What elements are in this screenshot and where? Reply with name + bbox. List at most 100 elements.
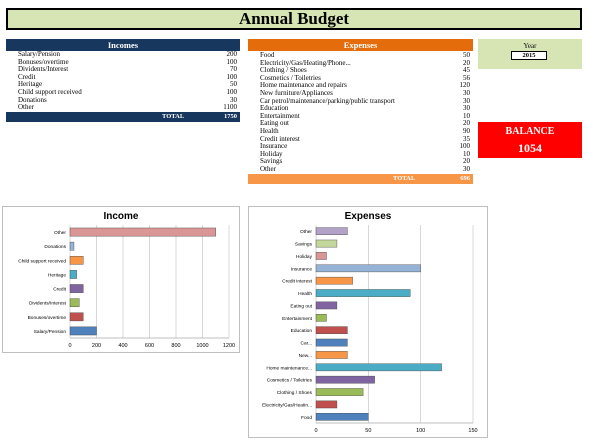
incomes-row-value[interactable]: 200 — [226, 50, 238, 58]
x-tick-label: 100 — [416, 428, 425, 434]
expenses-row: Clothing / Shoes 45 — [248, 67, 473, 75]
expenses-row-value[interactable]: 100 — [459, 142, 471, 151]
bar-donations[interactable] — [69, 241, 75, 251]
bar-education[interactable] — [315, 326, 348, 334]
expenses-total-label: TOTAL — [393, 174, 416, 182]
y-category-label: Heritage — [48, 272, 66, 278]
expenses-row-label: Holiday — [260, 149, 283, 158]
expenses-row-value[interactable]: 20 — [463, 58, 470, 67]
incomes-total-row: TOTAL 1750 — [6, 111, 240, 122]
x-tick-label: 150 — [468, 428, 477, 434]
expenses-total-row: TOTAL 696 — [248, 173, 473, 184]
x-tick-label: 200 — [92, 343, 101, 349]
y-category-label: Credit interest — [282, 279, 313, 285]
bar-food[interactable] — [315, 413, 369, 421]
balance-box: BALANCE 1054 — [478, 122, 582, 158]
expenses-row: Savings 20 — [248, 158, 473, 166]
income-chart[interactable]: Income 0 200 400 600 800 1000 1200 Salary/Pensio… — [2, 206, 240, 353]
year-label: Year — [523, 42, 537, 50]
expenses-row-value[interactable]: 30 — [463, 96, 470, 105]
y-category-label: Holiday — [296, 254, 313, 260]
y-category-label: Insurance — [291, 266, 312, 272]
expenses-header: Expenses — [248, 39, 473, 51]
bar-home-maintenance[interactable] — [315, 363, 442, 372]
bar-holiday[interactable] — [315, 252, 327, 260]
year-input[interactable]: 2015 — [511, 51, 547, 60]
expenses-row-value[interactable]: 30 — [463, 104, 470, 113]
bar-new[interactable] — [315, 351, 348, 359]
expenses-row-label: Electricity/Gas/Heating/Phone... — [260, 58, 351, 67]
expenses-rows: Food 50 Electricity/Gas/Heating/Phone... 20… — [248, 51, 473, 174]
bar-other[interactable] — [69, 227, 216, 237]
incomes-row-value[interactable]: 70 — [230, 65, 237, 74]
incomes-row-value[interactable]: 30 — [230, 95, 237, 104]
expenses-row: Holiday 10 — [248, 149, 473, 159]
bar-heritage[interactable] — [69, 270, 77, 279]
expenses-row-label: Health — [260, 126, 279, 135]
x-tick-label: 800 — [171, 343, 180, 349]
expenses-row-label: Entertainment — [260, 111, 300, 120]
incomes-row: Dividents/Interest 70 — [6, 66, 240, 74]
expenses-row-value[interactable]: 30 — [463, 88, 470, 97]
incomes-row-value[interactable]: 100 — [226, 72, 238, 81]
expenses-row-value[interactable]: 50 — [463, 51, 470, 59]
expenses-row: Health 90 — [248, 126, 473, 136]
y-category-label: Eating out — [290, 303, 312, 309]
expenses-row-value[interactable]: 10 — [463, 111, 470, 120]
expenses-row: Food 50 — [248, 51, 473, 60]
incomes-row-value[interactable]: 100 — [226, 57, 238, 66]
bar-car[interactable] — [315, 338, 348, 347]
incomes-row-value[interactable]: 1100 — [223, 103, 237, 112]
bar-bonuses-overtime[interactable] — [69, 312, 84, 322]
expenses-row-value[interactable]: 10 — [463, 149, 470, 158]
bar-salary-pension[interactable] — [69, 326, 97, 336]
bar-insurance[interactable] — [315, 264, 421, 273]
y-category-label: Food — [301, 415, 312, 421]
bar-electricity-gas-heatin[interactable] — [315, 400, 338, 409]
incomes-row: Bonuses/overtime 100 — [6, 57, 240, 67]
bar-credit-interest[interactable] — [315, 276, 353, 285]
incomes-row-value[interactable]: 50 — [230, 80, 237, 89]
expenses-row-value[interactable]: 30 — [463, 164, 470, 173]
x-tick-label: 50 — [365, 428, 371, 434]
expenses-row-value[interactable]: 120 — [459, 81, 471, 90]
bar-dividents-interest[interactable] — [69, 298, 80, 307]
bar-credit[interactable] — [69, 284, 84, 293]
y-category-label: Other — [300, 229, 312, 235]
incomes-row: Credit 100 — [6, 72, 240, 82]
expenses-row: Education 30 — [248, 105, 473, 113]
expenses-chart[interactable]: Expenses 0 50 100 150 Food Electricity/Gas/Hea… — [248, 206, 488, 438]
expenses-row-value[interactable]: 20 — [463, 157, 470, 166]
bar-child-support-received[interactable] — [69, 256, 84, 265]
y-category-label: Salary/Pension — [34, 329, 67, 335]
expenses-row-value[interactable]: 56 — [463, 73, 470, 82]
incomes-row: Donations 30 — [6, 95, 240, 105]
bar-savings[interactable] — [315, 239, 338, 248]
incomes-row-label: Dividents/Interest — [18, 65, 69, 74]
expenses-row-label: Cosmetics / Toiletries — [260, 73, 321, 82]
y-category-label: Electricity/Gas/Heatin... — [262, 402, 312, 408]
expenses-chart-svg: Expenses 0 50 100 150 Food Electricity/Gas/Hea… — [262, 211, 477, 434]
bar-other[interactable] — [315, 227, 348, 235]
bar-eating-out[interactable] — [315, 301, 338, 310]
expenses-row-value[interactable]: 35 — [463, 134, 470, 143]
expenses-row: Car petrol/maintenance/parking/public tr… — [248, 96, 473, 106]
expenses-row-value[interactable]: 20 — [463, 119, 470, 128]
expenses-row-label: Eating out — [260, 119, 289, 128]
incomes-row: Salary/Pension 200 — [6, 50, 240, 59]
y-category-label: Other — [54, 230, 66, 236]
expenses-row-value[interactable]: 45 — [463, 66, 470, 75]
page-title: Annual Budget — [238, 9, 350, 28]
bar-clothing-shoes[interactable] — [315, 388, 364, 396]
y-category-label: Child support received — [18, 258, 66, 264]
bar-cosmetics-toiletries[interactable] — [315, 375, 375, 384]
y-category-label: Car... — [301, 341, 312, 347]
expenses-row-value[interactable]: 90 — [463, 126, 470, 135]
incomes-row-label: Salary/Pension — [18, 50, 60, 58]
bar-entertainment[interactable] — [315, 314, 327, 322]
bar-health[interactable] — [315, 289, 411, 297]
incomes-row-label: Other — [18, 103, 34, 112]
expenses-row-label: Car petrol/maintenance/parking/public tr… — [260, 96, 395, 105]
expenses-row-label: Clothing / Shoes — [260, 66, 307, 75]
incomes-row-value[interactable]: 100 — [226, 87, 238, 96]
